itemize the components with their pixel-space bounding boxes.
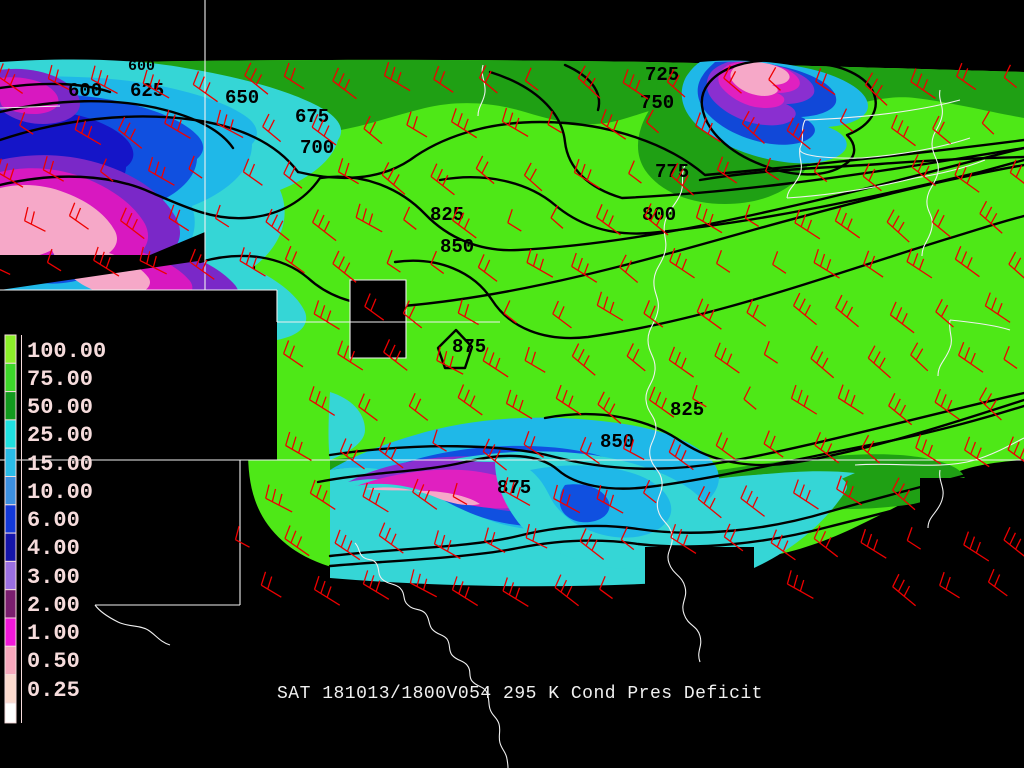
svg-text:2.00: 2.00: [27, 593, 80, 618]
svg-text:0.25: 0.25: [27, 678, 80, 703]
svg-text:4.00: 4.00: [27, 536, 80, 561]
svg-text:1.00: 1.00: [27, 621, 80, 646]
svg-text:25.00: 25.00: [27, 423, 93, 448]
svg-text:875: 875: [497, 477, 531, 499]
svg-text:850: 850: [440, 236, 474, 258]
svg-text:3.00: 3.00: [27, 565, 80, 590]
svg-text:850: 850: [600, 431, 634, 453]
svg-text:600: 600: [68, 80, 102, 102]
svg-text:775: 775: [655, 161, 689, 183]
svg-text:600: 600: [128, 58, 155, 75]
svg-text:750: 750: [640, 92, 674, 114]
svg-text:675: 675: [295, 106, 329, 128]
svg-text:50.00: 50.00: [27, 395, 93, 420]
svg-text:6.00: 6.00: [27, 508, 80, 533]
svg-text:875: 875: [838, 534, 872, 556]
svg-text:725: 725: [645, 64, 679, 86]
svg-text:100.00: 100.00: [27, 339, 106, 364]
svg-text:700: 700: [95, 384, 129, 406]
svg-text:SAT 181013/1800V054 295 K Cond: SAT 181013/1800V054 295 K Cond Pres Defi…: [277, 684, 763, 704]
svg-text:15.00: 15.00: [27, 452, 93, 477]
svg-text:875: 875: [452, 336, 486, 358]
svg-text:800: 800: [642, 204, 676, 226]
svg-text:10.00: 10.00: [27, 480, 93, 505]
svg-text:650: 650: [225, 87, 259, 109]
svg-text:75.00: 75.00: [27, 367, 93, 392]
svg-text:0.50: 0.50: [27, 649, 80, 674]
